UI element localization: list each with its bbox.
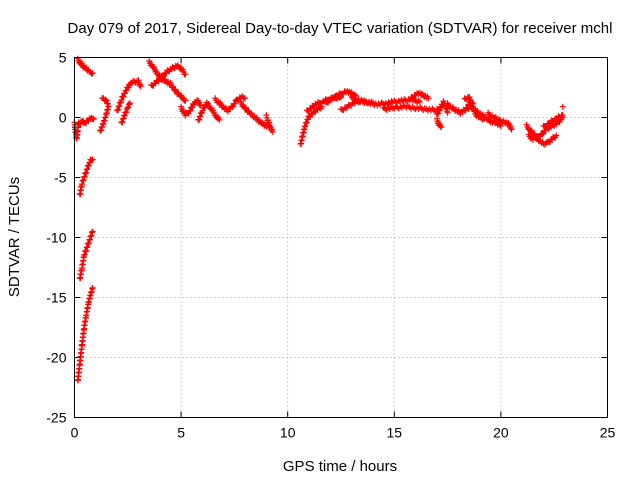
data-point [539,131,546,138]
data-point [89,284,96,291]
data-point [182,97,189,104]
y-tick-label: -10 [46,230,66,246]
x-tick-label: 10 [280,425,296,441]
data-point [216,116,223,123]
data-point [160,73,167,80]
y-tick-label: 5 [59,50,67,66]
data-point [559,112,566,119]
data-point [559,103,566,110]
data-point [118,97,125,104]
data-point [89,116,96,123]
data-point [435,110,442,117]
y-tick-labels: -25 -20 -15 -10 -5 0 5 [46,50,66,426]
data-point [338,91,345,98]
chart-title: Day 079 of 2017, Sidereal Day-to-day VTE… [68,20,613,37]
data-point [120,93,127,100]
data-point [497,122,504,129]
data-point [182,71,189,78]
y-tick-label: 0 [59,110,67,126]
data-point [444,109,451,116]
data-point [105,103,112,110]
data-point [242,95,249,102]
y-tick-label: -15 [46,290,66,306]
data-point [187,107,194,114]
data-point [121,112,128,119]
x-tick-label: 5 [177,425,185,441]
data-point [137,83,144,90]
data-point [508,126,515,133]
x-tick-label: 15 [387,425,403,441]
data-point [553,132,560,139]
data-point [269,128,276,135]
x-tick-label: 0 [71,425,79,441]
y-tick-label: -25 [46,410,66,426]
data-point [343,105,350,112]
data-point [89,156,96,163]
data-point [545,120,552,127]
data-point [123,108,130,115]
y-tick-label: -5 [54,170,67,186]
x-axis-label: GPS time / hours [283,458,397,475]
data-point [351,91,358,98]
data-point [104,100,111,107]
data-point [437,123,444,130]
data-point [126,100,133,107]
data-point [416,98,423,105]
data-point [438,124,445,131]
x-tick-labels: 0 5 10 15 20 25 [71,425,616,441]
data-points [71,55,566,384]
y-axis-label: SDTVAR / TECUs [6,177,23,297]
data-point [89,228,96,235]
data-point [99,95,106,102]
data-point [425,95,432,102]
y-tick-label: -20 [46,350,66,366]
data-point [89,70,96,77]
axis-ticks [74,57,608,418]
x-tick-label: 25 [600,425,616,441]
data-point [231,100,238,107]
data-point [90,115,97,122]
x-tick-label: 20 [493,425,509,441]
